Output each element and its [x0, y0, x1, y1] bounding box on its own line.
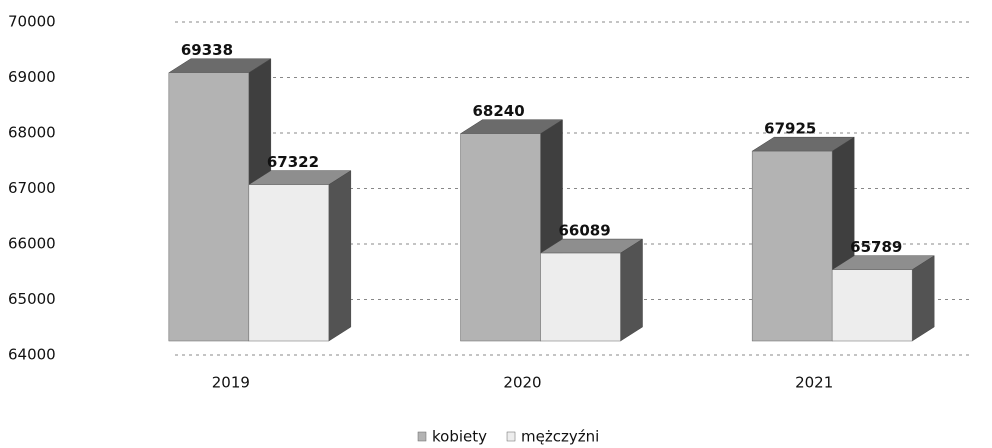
bar	[751, 150, 833, 342]
bar	[168, 72, 250, 342]
bar	[831, 269, 913, 342]
bar-side	[620, 238, 643, 342]
value-label: 66089	[559, 222, 611, 240]
y-tick-label: 64000	[8, 346, 56, 364]
value-label: 67925	[764, 120, 816, 138]
y-tick-label: 68000	[8, 124, 56, 142]
x-tick-label: 2019	[212, 374, 250, 392]
y-tick-label: 70000	[8, 13, 56, 31]
legend-swatch	[506, 431, 516, 442]
y-tick-label: 69000	[8, 68, 56, 86]
bar-side	[911, 255, 935, 342]
y-tick-label: 67000	[8, 179, 56, 197]
value-label: 68240	[473, 102, 525, 120]
legend-label: kobiety	[432, 428, 487, 446]
y-tick-label: 66000	[8, 235, 56, 253]
legend-label: mężczyźni	[521, 428, 599, 446]
value-label: 65789	[850, 238, 902, 256]
bar	[460, 133, 541, 342]
legend-swatch	[417, 431, 427, 442]
x-tick-label: 2021	[795, 374, 833, 392]
y-tick-label: 65000	[8, 290, 56, 308]
bar	[248, 184, 330, 342]
value-label: 67322	[267, 153, 319, 171]
bar	[540, 252, 621, 342]
bar-side	[328, 170, 352, 342]
x-tick-label: 2020	[503, 374, 541, 392]
value-label: 69338	[181, 41, 233, 59]
